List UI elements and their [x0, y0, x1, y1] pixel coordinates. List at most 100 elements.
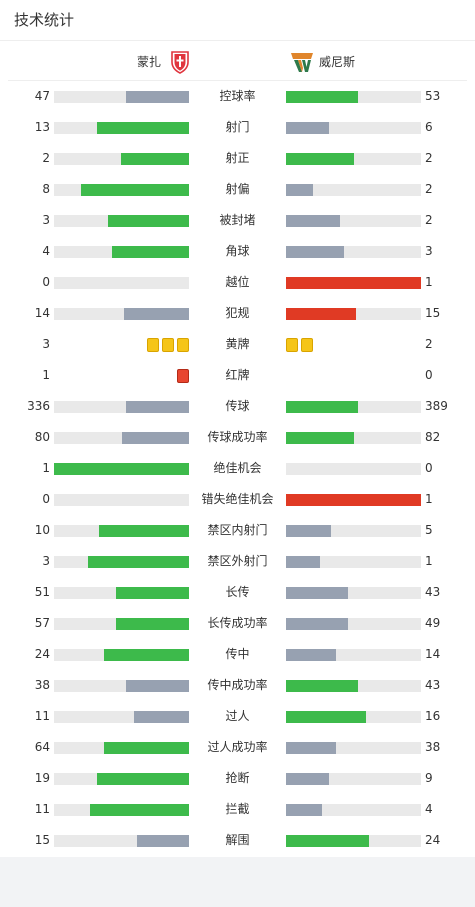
home-bar-track	[54, 122, 189, 134]
away-bar-track	[286, 804, 421, 816]
away-bar-track	[286, 556, 421, 568]
stat-row-15: 3 禁区外射门 1	[0, 546, 475, 577]
stat-label: 红牌	[225, 368, 250, 382]
stats-panel: 技术统计 蒙扎 威尼斯 47 控球率 53 13 射门 6 2 射正 2 8 射偏 2 3 被封堵 2 4 角球…	[0, 0, 475, 857]
away-value: 43	[425, 678, 441, 692]
home-bar-fill	[88, 556, 189, 568]
home-bar-track	[54, 432, 189, 444]
stat-label: 禁区内射门	[207, 523, 268, 537]
home-bar-track	[54, 308, 189, 320]
home-value: 336	[27, 399, 50, 413]
monza-crest-icon	[170, 50, 190, 74]
stat-row-1: 13 射门 6	[0, 112, 475, 143]
away-bar-fill	[286, 742, 336, 754]
away-value: 4	[425, 802, 433, 816]
stat-label: 控球率	[219, 89, 256, 103]
yellow-card-icon	[286, 338, 298, 352]
home-value: 8	[42, 182, 50, 196]
away-bar-track	[286, 122, 421, 134]
away-bar-fill	[286, 711, 366, 723]
home-value: 3	[42, 213, 50, 227]
away-bar-track	[286, 649, 421, 661]
away-bar-fill	[286, 494, 421, 506]
home-bar-track	[54, 184, 189, 196]
stat-label: 绝佳机会	[213, 461, 262, 475]
away-bar-track	[286, 711, 421, 723]
stat-row-16: 51 长传 43	[0, 577, 475, 608]
home-value: 38	[34, 678, 50, 692]
away-value: 0	[425, 461, 433, 475]
away-bar-fill	[286, 525, 331, 537]
home-value: 80	[34, 430, 50, 444]
home-value: 0	[42, 275, 50, 289]
away-bar-fill	[286, 246, 344, 258]
home-bar-fill	[116, 587, 189, 599]
home-bar-track	[54, 587, 189, 599]
away-value: 43	[425, 585, 441, 599]
home-value: 1	[42, 461, 50, 475]
stat-label: 被封堵	[219, 213, 256, 227]
home-bar-track	[54, 525, 189, 537]
header-divider	[0, 40, 475, 41]
home-value: 4	[42, 244, 50, 258]
home-value: 10	[34, 523, 50, 537]
stat-row-0: 47 控球率 53	[0, 81, 475, 112]
away-value: 2	[425, 213, 433, 227]
away-team-header: 威尼斯	[290, 50, 355, 74]
away-bar-fill	[286, 618, 348, 630]
away-team-name: 威尼斯	[319, 55, 356, 69]
home-value: 3	[42, 337, 50, 351]
away-value: 2	[425, 182, 433, 196]
stat-row-12: 1 绝佳机会 0	[0, 453, 475, 484]
away-bar-fill	[286, 432, 354, 444]
home-bar-fill	[126, 401, 189, 413]
home-value: 64	[34, 740, 50, 754]
away-bar-track	[286, 525, 421, 537]
home-bar-fill	[137, 835, 189, 847]
stat-row-2: 2 射正 2	[0, 143, 475, 174]
away-bar-track	[286, 277, 421, 289]
away-bar-track	[286, 618, 421, 630]
home-bar-track	[54, 618, 189, 630]
stat-label: 射门	[225, 120, 250, 134]
away-bar-track	[286, 153, 421, 165]
stat-row-7: 14 犯规 15	[0, 298, 475, 329]
away-bar-track	[286, 494, 421, 506]
home-value: 47	[34, 89, 50, 103]
away-value: 1	[425, 275, 433, 289]
stat-label: 角球	[225, 244, 250, 258]
stat-label: 越位	[225, 275, 250, 289]
stat-row-3: 8 射偏 2	[0, 174, 475, 205]
stat-label: 射偏	[225, 182, 250, 196]
away-bar-fill	[286, 804, 322, 816]
away-value: 5	[425, 523, 433, 537]
home-bar-fill	[104, 649, 189, 661]
home-bar-fill	[116, 618, 189, 630]
home-bar-track	[54, 215, 189, 227]
home-bar-fill	[126, 680, 189, 692]
away-value: 16	[425, 709, 441, 723]
away-bar-track	[286, 835, 421, 847]
stat-row-5: 4 角球 3	[0, 236, 475, 267]
away-bar-fill	[286, 153, 354, 165]
home-bar-track	[54, 246, 189, 258]
stat-row-17: 57 长传成功率 49	[0, 608, 475, 639]
away-bar-track	[286, 401, 421, 413]
away-bar-track	[286, 215, 421, 227]
away-value: 389	[425, 399, 448, 413]
away-value: 1	[425, 492, 433, 506]
home-team-name: 蒙扎	[137, 55, 162, 69]
home-bar-fill	[108, 215, 189, 227]
away-cards	[286, 338, 313, 352]
home-value: 57	[34, 616, 50, 630]
stat-label: 长传	[225, 585, 250, 599]
stat-label: 禁区外射门	[207, 554, 268, 568]
stat-label: 传中成功率	[207, 678, 268, 692]
stat-label: 过人成功率	[207, 740, 268, 754]
stat-row-22: 19 抢断 9	[0, 763, 475, 794]
home-bar-fill	[124, 308, 189, 320]
stat-label: 传球成功率	[207, 430, 268, 444]
home-bar-track	[54, 401, 189, 413]
away-bar-fill	[286, 401, 358, 413]
stat-row-18: 24 传中 14	[0, 639, 475, 670]
